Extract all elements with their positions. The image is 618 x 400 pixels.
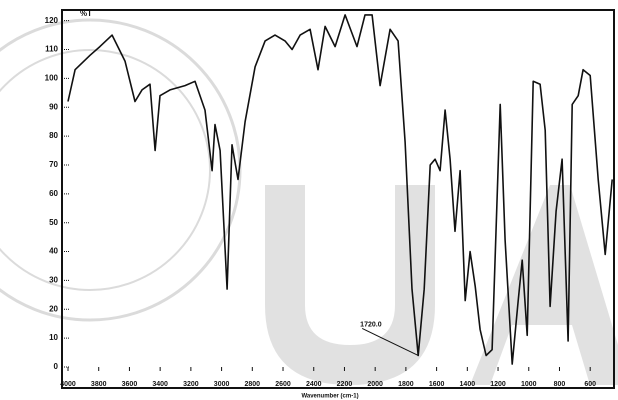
x-tick-label: 1800	[398, 381, 414, 388]
x-axis-title: Wavenumber (cm-1)	[301, 394, 358, 400]
x-tick-label: 2400	[306, 381, 322, 388]
x-tick-label: 3800	[91, 381, 107, 388]
x-tick-label: 1200	[490, 381, 506, 388]
y-tick-label: 30	[49, 276, 58, 285]
y-tick-label: 70	[49, 160, 58, 169]
x-tick-label: 2200	[337, 381, 353, 388]
annotation: 1720.0	[360, 321, 382, 328]
x-tick-label: 3000	[214, 381, 230, 388]
watermark-seal	[0, 49, 211, 291]
y-tick-label: 110	[45, 45, 58, 54]
watermark	[0, 18, 618, 385]
y-tick-label: 40	[49, 247, 58, 256]
y-tick-label: 60	[49, 189, 58, 198]
x-tick-label: 1000	[521, 381, 537, 388]
y-tick-label: 10	[49, 333, 58, 342]
x-tick-label: 2800	[245, 381, 261, 388]
x-tick-label: 4000	[60, 381, 76, 388]
y-tick-label: 20	[49, 304, 58, 313]
x-tick-label: 3200	[183, 381, 199, 388]
watermark-seal	[0, 18, 242, 322]
y-tick-label: 120	[45, 16, 59, 25]
watermark-letter	[470, 185, 618, 385]
spectrum-line	[67, 14, 613, 365]
x-tick-label: 3400	[152, 381, 168, 388]
watermark-letter	[265, 185, 435, 385]
y-axis-title: %T	[80, 9, 92, 18]
y-tick-label: 100	[45, 73, 59, 82]
plot-frame	[61, 9, 615, 389]
x-tick-label: 1400	[460, 381, 476, 388]
y-tick-label: 80	[49, 131, 58, 140]
x-tick-label: 2000	[367, 381, 383, 388]
annotation-pointer	[361, 328, 419, 356]
x-tick-label: 2600	[275, 381, 291, 388]
y-tick-label: 0	[54, 362, 59, 371]
x-tick-label: 600	[584, 381, 596, 388]
x-tick-label: 800	[554, 381, 566, 388]
y-tick-label: 50	[49, 218, 58, 227]
x-tick-label: 3600	[122, 381, 138, 388]
y-tick-label: 90	[49, 102, 58, 111]
x-tick-label: 1600	[429, 381, 445, 388]
